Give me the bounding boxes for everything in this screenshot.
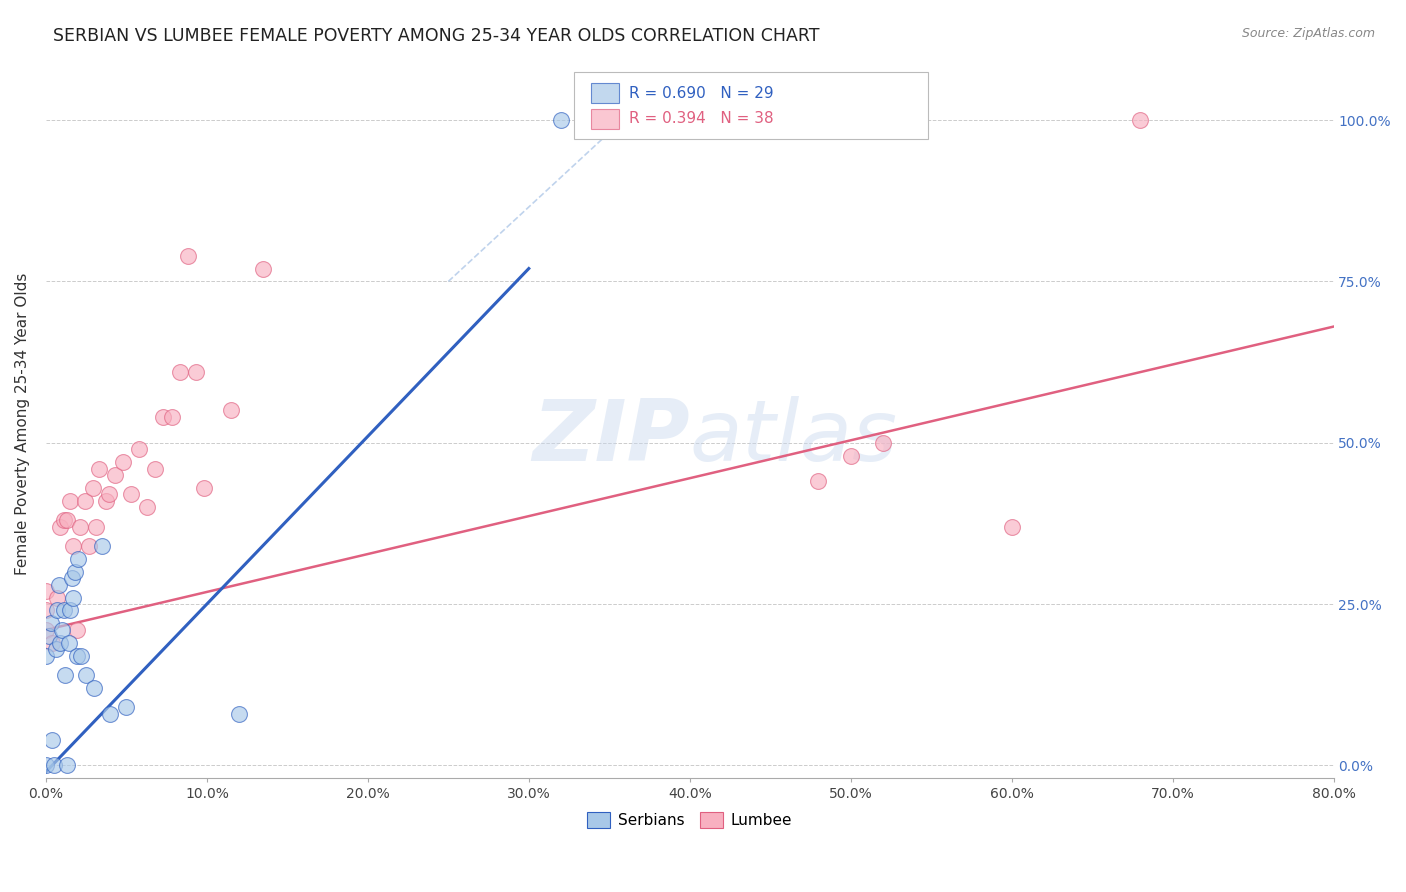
Point (176, 249, 198, 263)
Point (42, 758, 65, 772)
Point (39, 616, 62, 631)
Point (67, 552, 90, 566)
Point (97, 487, 120, 501)
Point (104, 467, 127, 482)
Point (52, 513, 75, 527)
Point (35, 584, 58, 599)
Point (65, 623, 87, 637)
Point (35, 648, 58, 663)
Point (136, 500, 159, 515)
Point (53, 668, 76, 682)
Point (35, 758, 58, 772)
Point (84, 519, 107, 533)
Point (73, 493, 96, 508)
Point (839, 449, 862, 463)
Point (63, 565, 86, 579)
Point (91, 539, 114, 553)
Point (56, 758, 79, 772)
Point (219, 403, 242, 417)
Point (98, 706, 121, 721)
Text: ZIP: ZIP (531, 396, 690, 479)
FancyBboxPatch shape (591, 109, 619, 128)
Point (128, 442, 150, 457)
Point (38, 629, 60, 643)
Point (58, 636, 80, 650)
Point (83, 681, 105, 695)
Point (807, 475, 830, 489)
FancyBboxPatch shape (574, 72, 928, 139)
Point (79, 539, 101, 553)
Text: Source: ZipAtlas.com: Source: ZipAtlas.com (1241, 27, 1375, 40)
Point (59, 603, 82, 617)
Point (252, 261, 274, 276)
Point (145, 461, 167, 475)
Point (60, 571, 83, 585)
Point (193, 481, 215, 495)
Point (112, 455, 135, 469)
Point (56, 513, 79, 527)
Legend: Serbians, Lumbee: Serbians, Lumbee (581, 806, 799, 834)
Point (82, 481, 104, 495)
Point (62, 591, 84, 605)
Point (48, 577, 70, 591)
Point (45, 642, 67, 657)
Point (872, 435, 894, 450)
Text: R = 0.394   N = 38: R = 0.394 N = 38 (630, 112, 773, 127)
Point (70, 648, 93, 663)
Point (49, 519, 72, 533)
Point (41, 636, 63, 650)
Point (35, 623, 58, 637)
Point (35, 603, 58, 617)
Point (46, 591, 69, 605)
Point (160, 409, 183, 424)
Point (46, 603, 69, 617)
Point (87, 461, 110, 475)
Point (115, 700, 138, 714)
Point (152, 409, 174, 424)
Point (228, 706, 250, 721)
Point (75, 668, 97, 682)
Point (169, 365, 191, 379)
Point (94, 493, 117, 508)
Text: SERBIAN VS LUMBEE FEMALE POVERTY AMONG 25-34 YEAR OLDS CORRELATION CHART: SERBIAN VS LUMBEE FEMALE POVERTY AMONG 2… (53, 27, 820, 45)
Point (65, 648, 87, 663)
Y-axis label: Female Poverty Among 25-34 Year Olds: Female Poverty Among 25-34 Year Olds (15, 272, 30, 574)
Point (550, 113, 572, 128)
Point (49, 636, 72, 650)
Point (59, 493, 82, 508)
Point (1129, 113, 1152, 128)
Point (52, 603, 75, 617)
Point (184, 365, 207, 379)
Point (120, 487, 142, 501)
Point (62, 539, 84, 553)
Point (41, 732, 63, 747)
Point (69, 519, 91, 533)
Point (51, 623, 73, 637)
Text: R = 0.690   N = 29: R = 0.690 N = 29 (630, 86, 773, 101)
FancyBboxPatch shape (591, 84, 619, 103)
Point (1001, 519, 1024, 533)
Text: atlas: atlas (690, 396, 898, 479)
